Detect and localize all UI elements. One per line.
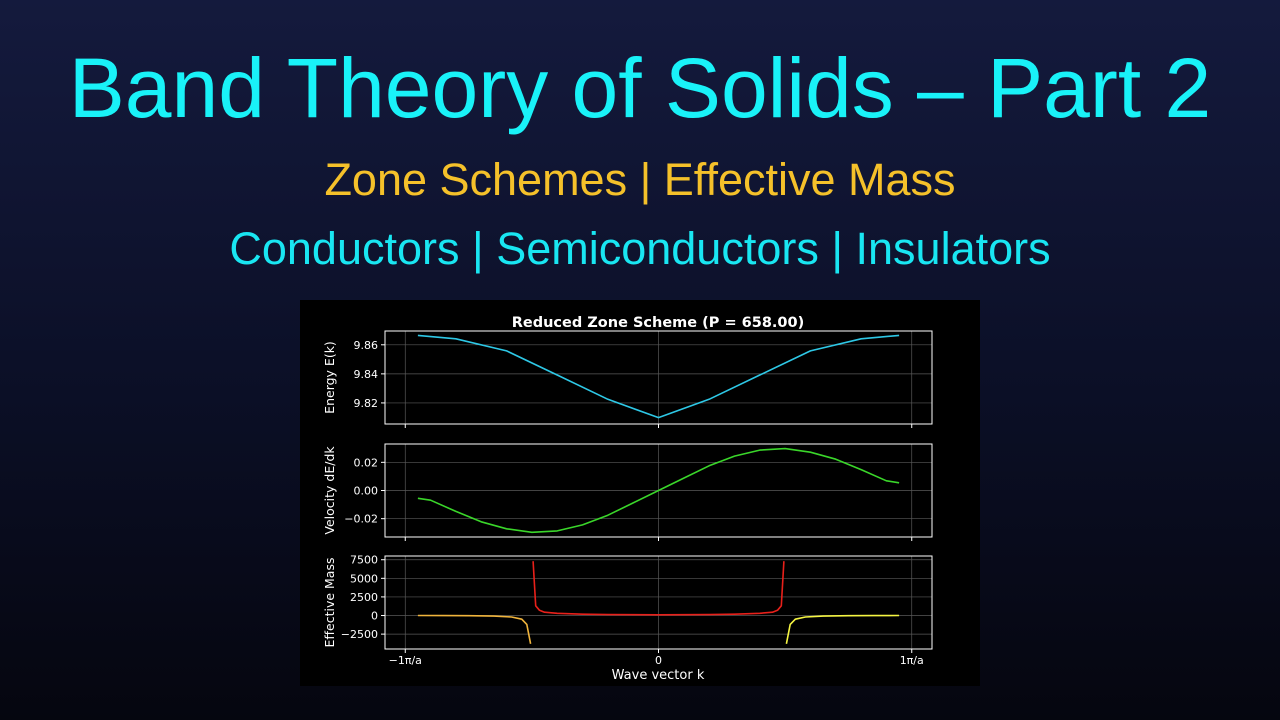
velocity-line bbox=[417, 447, 900, 534]
y-axis-label: Velocity dE/dk bbox=[322, 446, 337, 535]
axes-frame-velocity bbox=[384, 443, 933, 538]
y-tick-label: 9.84 bbox=[354, 368, 379, 381]
y-tick-label: 9.82 bbox=[354, 397, 379, 410]
slide-title: Band Theory of Solids – Part 2 bbox=[68, 41, 1212, 135]
x-tick-label: 0 bbox=[655, 654, 662, 667]
axes-frame-energy bbox=[384, 330, 933, 425]
x-axis-label: Wave vector k bbox=[612, 668, 705, 683]
x-tick-label: −1π/a bbox=[389, 654, 422, 667]
chart-title: Reduced Zone Scheme (P = 658.00) bbox=[512, 315, 805, 331]
y-tick-label: 5000 bbox=[350, 572, 378, 585]
y-tick-label: 0 bbox=[371, 610, 378, 623]
slide-subtitle-topics: Zone Schemes | Effective Mass bbox=[324, 154, 956, 205]
effective-mass-line bbox=[785, 614, 900, 644]
axes-frame-effective-mass bbox=[384, 555, 933, 650]
y-tick-label: 2500 bbox=[350, 591, 378, 604]
y-tick-label: −2500 bbox=[341, 628, 378, 641]
effective-mass-line bbox=[417, 614, 532, 644]
slide-subtitle-materials: Conductors | Semiconductors | Insulators bbox=[229, 223, 1051, 274]
energy-line bbox=[417, 334, 900, 419]
y-tick-label: −0.02 bbox=[344, 513, 378, 526]
band-structure-chart: Reduced Zone Scheme (P = 658.00) Wave ve… bbox=[322, 315, 933, 683]
y-tick-label: 9.86 bbox=[354, 339, 379, 352]
y-tick-label: 0.02 bbox=[354, 456, 379, 469]
y-tick-label: 7500 bbox=[350, 554, 378, 567]
x-tick-label: 1π/a bbox=[900, 654, 924, 667]
y-tick-label: 0.00 bbox=[354, 485, 379, 498]
y-axis-label: Energy E(k) bbox=[322, 341, 337, 414]
band-structure-figure: Reduced Zone Scheme (P = 658.00) Wave ve… bbox=[300, 300, 980, 686]
y-axis-label: Effective Mass bbox=[322, 558, 337, 648]
effective-mass-line bbox=[532, 561, 785, 616]
